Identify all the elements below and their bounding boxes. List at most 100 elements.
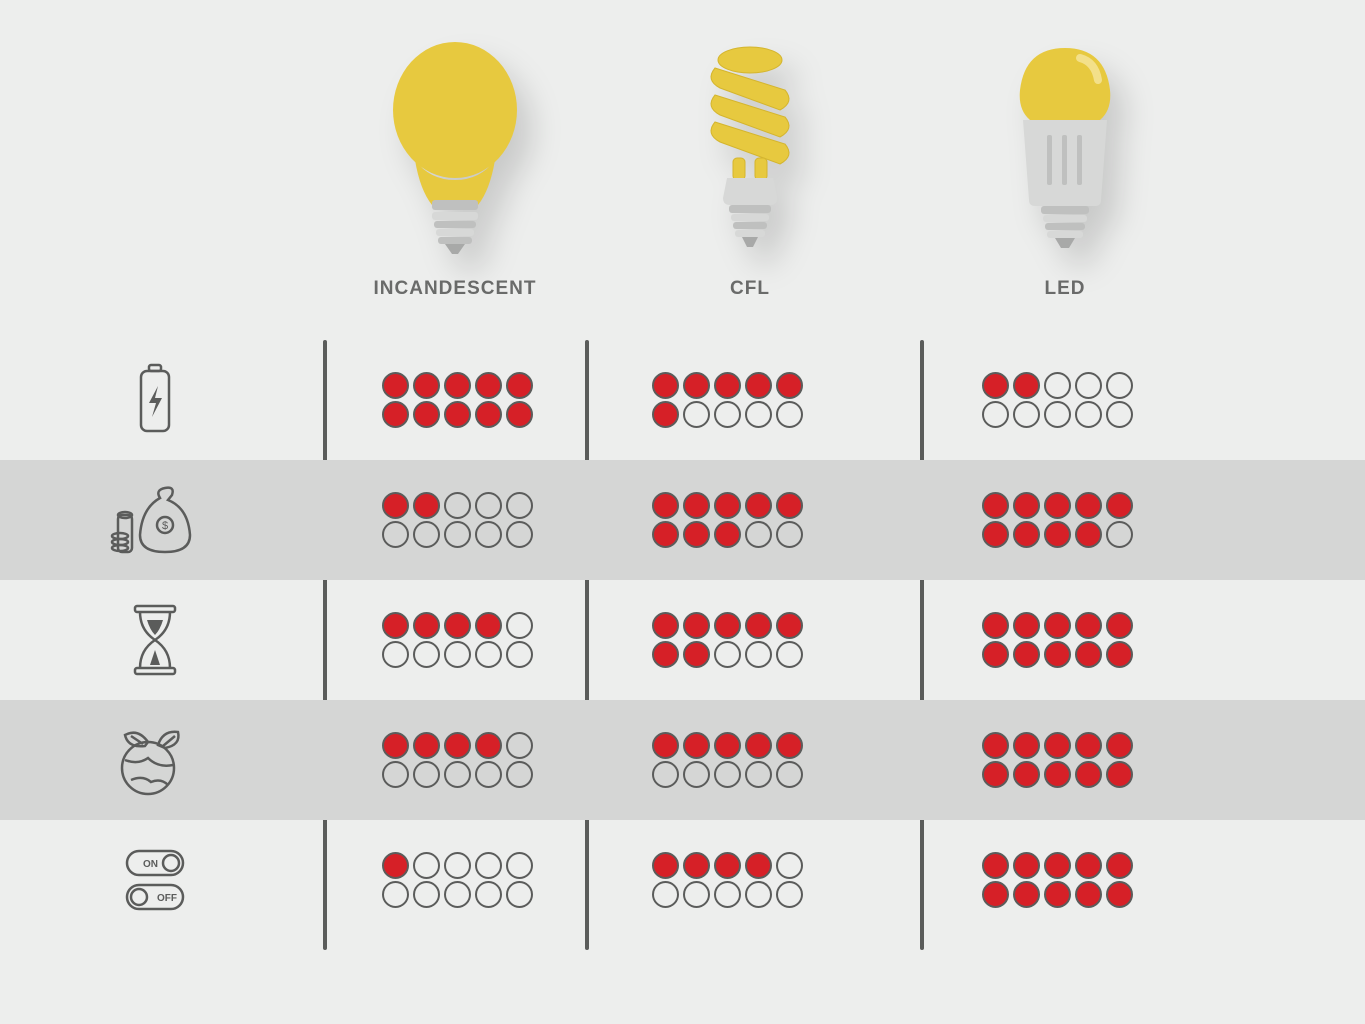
dots-lifespan-cfl xyxy=(650,611,805,669)
rating-dot xyxy=(683,401,710,428)
rating-dot xyxy=(444,521,471,548)
rating-dot xyxy=(475,372,502,399)
dots-energy-incandescent xyxy=(380,371,535,429)
rating-dot xyxy=(745,612,772,639)
rating-dot xyxy=(382,732,409,759)
dots-eco-incandescent xyxy=(380,731,535,789)
rating-dot xyxy=(714,372,741,399)
rating-dot xyxy=(652,881,679,908)
rating-dot xyxy=(444,732,471,759)
svg-text:ON: ON xyxy=(143,859,158,870)
battery-icon xyxy=(0,361,310,439)
rating-dot xyxy=(776,761,803,788)
rating-dot xyxy=(506,612,533,639)
rating-dot xyxy=(745,492,772,519)
rating-dot xyxy=(506,372,533,399)
dots-cost-incandescent xyxy=(380,491,535,549)
rating-dot xyxy=(1106,881,1133,908)
rating-dot xyxy=(1044,612,1071,639)
rating-dot xyxy=(475,521,502,548)
bulb-led: LED xyxy=(945,30,1185,300)
hourglass-icon xyxy=(0,600,310,680)
dots-energy-led xyxy=(980,371,1135,429)
dots-switching-led xyxy=(980,851,1135,909)
rating-dot xyxy=(475,492,502,519)
rating-dot xyxy=(1075,732,1102,759)
rating-dot xyxy=(1013,372,1040,399)
rating-dot xyxy=(475,612,502,639)
rating-dot xyxy=(444,492,471,519)
rating-dot xyxy=(1106,641,1133,668)
rating-dot xyxy=(745,761,772,788)
rating-dot xyxy=(413,521,440,548)
rating-dot xyxy=(714,521,741,548)
dots-switching-cfl xyxy=(650,851,805,909)
row-switching: ON OFF xyxy=(0,820,1365,940)
rating-dot xyxy=(982,732,1009,759)
rating-dot xyxy=(1075,401,1102,428)
rating-dot xyxy=(382,852,409,879)
rating-dot xyxy=(413,492,440,519)
rating-dot xyxy=(982,641,1009,668)
rating-dot xyxy=(1044,881,1071,908)
rating-dot xyxy=(475,401,502,428)
bulb-label-cfl: CFL xyxy=(630,278,870,300)
rating-dot xyxy=(382,761,409,788)
rating-dot xyxy=(745,401,772,428)
rating-dot xyxy=(714,761,741,788)
rating-dot xyxy=(382,612,409,639)
rating-dot xyxy=(1013,492,1040,519)
rating-dot xyxy=(413,612,440,639)
row-lifespan xyxy=(0,580,1365,700)
rating-dot xyxy=(745,852,772,879)
rating-dot xyxy=(444,372,471,399)
rating-dot xyxy=(1106,732,1133,759)
rating-dot xyxy=(413,641,440,668)
rating-dot xyxy=(1044,761,1071,788)
rating-dot xyxy=(982,372,1009,399)
rating-dot xyxy=(1044,401,1071,428)
rating-dot xyxy=(714,401,741,428)
rating-dot xyxy=(506,641,533,668)
rating-dot xyxy=(652,401,679,428)
rating-dot xyxy=(382,881,409,908)
rating-dot xyxy=(475,761,502,788)
rating-dot xyxy=(413,761,440,788)
rating-dot xyxy=(1106,401,1133,428)
dots-lifespan-incandescent xyxy=(380,611,535,669)
rating-dot xyxy=(1013,761,1040,788)
rating-dot xyxy=(506,852,533,879)
switch-icon: ON OFF xyxy=(0,841,310,919)
rating-dot xyxy=(413,372,440,399)
rating-dot xyxy=(714,852,741,879)
dots-eco-led xyxy=(980,731,1135,789)
rating-dot xyxy=(1106,492,1133,519)
rating-dot xyxy=(714,612,741,639)
rating-dot xyxy=(1044,852,1071,879)
rating-dot xyxy=(475,732,502,759)
rating-dot xyxy=(1013,612,1040,639)
rating-dot xyxy=(1044,641,1071,668)
rating-dot xyxy=(1044,732,1071,759)
rating-dot xyxy=(475,641,502,668)
rating-dot xyxy=(475,881,502,908)
rating-dot xyxy=(506,521,533,548)
money-icon: $ xyxy=(0,480,310,560)
rating-dot xyxy=(444,641,471,668)
rating-dot xyxy=(776,852,803,879)
rating-dot xyxy=(413,852,440,879)
incandescent-bulb-icon xyxy=(335,30,575,260)
rating-dot xyxy=(745,881,772,908)
rating-dot xyxy=(1075,641,1102,668)
rating-dot xyxy=(776,641,803,668)
dots-eco-cfl xyxy=(650,731,805,789)
rating-dot xyxy=(652,372,679,399)
rating-dot xyxy=(982,492,1009,519)
row-cost: $ xyxy=(0,460,1365,580)
rating-dot xyxy=(776,732,803,759)
rating-dot xyxy=(714,881,741,908)
rating-dot xyxy=(683,492,710,519)
rating-dot xyxy=(444,612,471,639)
rating-dot xyxy=(683,732,710,759)
dots-cost-cfl xyxy=(650,491,805,549)
